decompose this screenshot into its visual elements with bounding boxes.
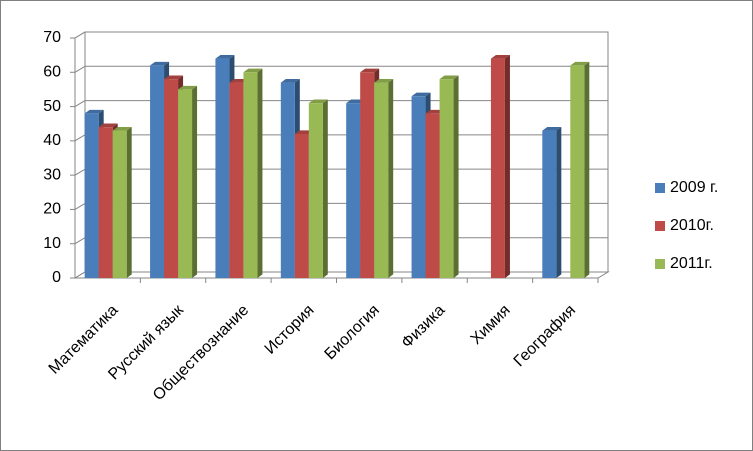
bar-top <box>411 92 431 97</box>
y-tick-label: 40 <box>43 132 61 149</box>
bar <box>346 103 361 279</box>
bar <box>229 82 244 278</box>
legend-swatch <box>655 221 665 231</box>
bar-top <box>570 61 590 66</box>
bar <box>243 72 258 279</box>
bar-top <box>150 61 170 66</box>
bar <box>294 134 309 278</box>
y-tick-label: 0 <box>52 269 61 286</box>
bar <box>411 96 426 279</box>
y-tick-label: 20 <box>43 201 61 218</box>
bar <box>490 58 505 279</box>
legend-swatch <box>655 183 665 193</box>
bar-side <box>322 99 328 279</box>
bar-top <box>243 68 263 73</box>
y-tick-label: 30 <box>43 166 61 183</box>
y-tick-label: 50 <box>43 98 61 115</box>
bar <box>215 58 230 279</box>
bar <box>84 113 99 278</box>
y-tick-label: 70 <box>43 29 61 46</box>
bar-top <box>84 109 104 114</box>
legend-label: 2010г. <box>670 217 714 234</box>
bar-top <box>308 99 328 104</box>
bar-top <box>360 68 380 73</box>
grid-line-depth <box>74 271 86 279</box>
bar-side <box>126 126 132 278</box>
bar-top <box>112 126 132 131</box>
bar-top <box>164 75 184 80</box>
grid-line-depth <box>74 134 86 142</box>
bar <box>439 79 454 279</box>
bar <box>280 82 295 278</box>
bar <box>98 127 113 279</box>
bar <box>374 82 389 278</box>
grid-line-depth <box>74 100 86 108</box>
bar <box>150 65 165 278</box>
bar <box>308 103 323 279</box>
bar-side <box>192 85 198 278</box>
bar <box>425 113 440 278</box>
bar-side <box>584 61 590 278</box>
grid-line-depth <box>74 202 86 210</box>
bar-side <box>556 126 562 278</box>
bar-side <box>388 78 394 278</box>
bar <box>178 89 193 278</box>
bar-side <box>453 75 459 279</box>
y-tick-label: 10 <box>43 235 61 252</box>
bar <box>112 130 127 278</box>
grid-line-depth <box>74 65 86 73</box>
bar-top <box>98 123 118 128</box>
grid-line-depth <box>74 237 86 245</box>
grid-line-depth <box>74 168 86 176</box>
legend-label: 2009 г. <box>670 179 718 196</box>
bar <box>542 130 557 278</box>
bar-top <box>215 54 235 59</box>
bar-side <box>257 68 263 278</box>
bar-top <box>490 54 510 59</box>
legend-label: 2011г. <box>670 255 713 272</box>
bar-top <box>280 78 300 83</box>
bar-side <box>504 54 510 278</box>
bar-top <box>542 126 562 131</box>
bar <box>570 65 585 278</box>
bar-top <box>439 75 459 80</box>
bar <box>164 79 179 279</box>
grid-line-depth <box>74 31 86 39</box>
y-tick-label: 60 <box>43 64 61 81</box>
bar <box>360 72 375 279</box>
bar-top <box>374 78 394 83</box>
bar-top <box>178 85 198 90</box>
legend-swatch <box>655 259 665 269</box>
